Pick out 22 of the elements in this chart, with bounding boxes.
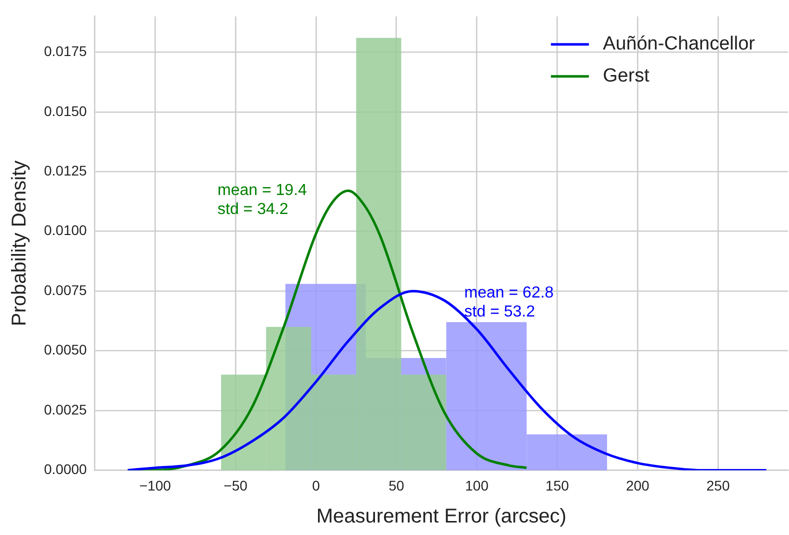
legend-label: Auñón-Chancellor (602, 34, 756, 55)
y-tick-label: 0.0000 (44, 461, 88, 478)
y-tick-label: 0.0075 (44, 282, 88, 298)
x-tick-label: −100 (139, 477, 172, 494)
y-tick-label: 0.0100 (44, 222, 88, 238)
x-tick-label: 200 (626, 477, 650, 494)
annotation: mean = 62.8 std = 53.2 (464, 284, 554, 320)
x-tick-label: 100 (465, 477, 489, 494)
x-tick-label: 50 (388, 477, 404, 494)
x-tick-label: −50 (224, 477, 248, 494)
x-tick-label: 250 (706, 477, 730, 494)
x-tick-label: 150 (546, 477, 570, 494)
x-tick-label: 0 (312, 477, 320, 494)
x-axis-title: Measurement Error (arcsec) (316, 506, 566, 528)
annotation: mean = 19.4 std = 34.2 (218, 182, 308, 218)
y-axis-title: Probability Density (8, 160, 31, 326)
y-tick-label: 0.0175 (44, 43, 88, 60)
legend-label: Gerst (602, 66, 650, 87)
y-tick-label: 0.0125 (44, 162, 88, 179)
y-tick-label: 0.0050 (44, 342, 88, 358)
y-tick-label: 0.0025 (44, 401, 88, 418)
y-tick-label: 0.0150 (44, 102, 88, 119)
